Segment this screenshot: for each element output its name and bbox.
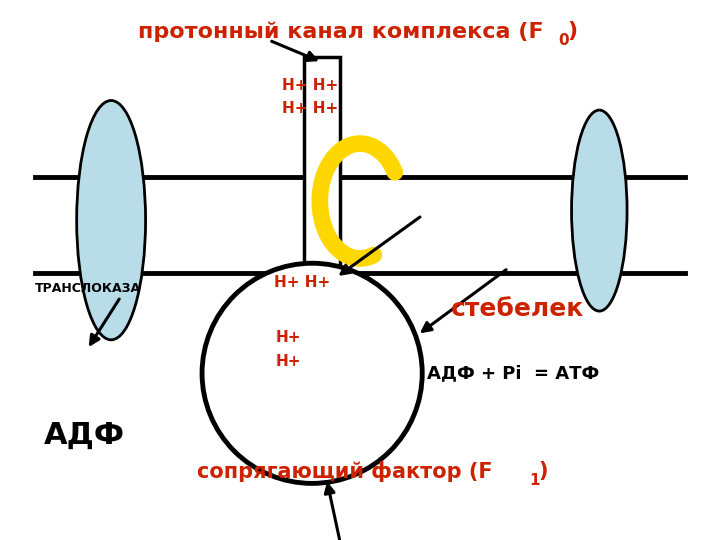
Text: ): )	[567, 21, 578, 41]
Text: Н+ Н+: Н+ Н+	[274, 275, 330, 290]
Text: стебелек: стебелек	[451, 297, 584, 321]
Text: АДФ + Pi  = АТФ: АДФ + Pi = АТФ	[427, 364, 599, 382]
Ellipse shape	[76, 100, 145, 340]
Text: 0: 0	[558, 32, 569, 48]
Bar	[304, 57, 340, 297]
Text: сопрягающий фактор (F: сопрягающий фактор (F	[197, 461, 493, 482]
Text: 1: 1	[529, 473, 540, 488]
Circle shape	[202, 263, 422, 483]
Text: ТРАНСЛОКАЗА: ТРАНСЛОКАЗА	[35, 282, 140, 295]
Text: Н+ Н+: Н+ Н+	[282, 78, 338, 93]
Text: Н+: Н+	[276, 330, 301, 345]
Text: АДФ: АДФ	[44, 421, 125, 450]
Text: Н+: Н+	[276, 354, 301, 369]
Text: Н+ Н+: Н+ Н+	[282, 100, 338, 116]
Text: протонный канал комплекса (F: протонный канал комплекса (F	[138, 21, 544, 42]
Ellipse shape	[572, 110, 627, 311]
Text: ): )	[538, 461, 547, 481]
